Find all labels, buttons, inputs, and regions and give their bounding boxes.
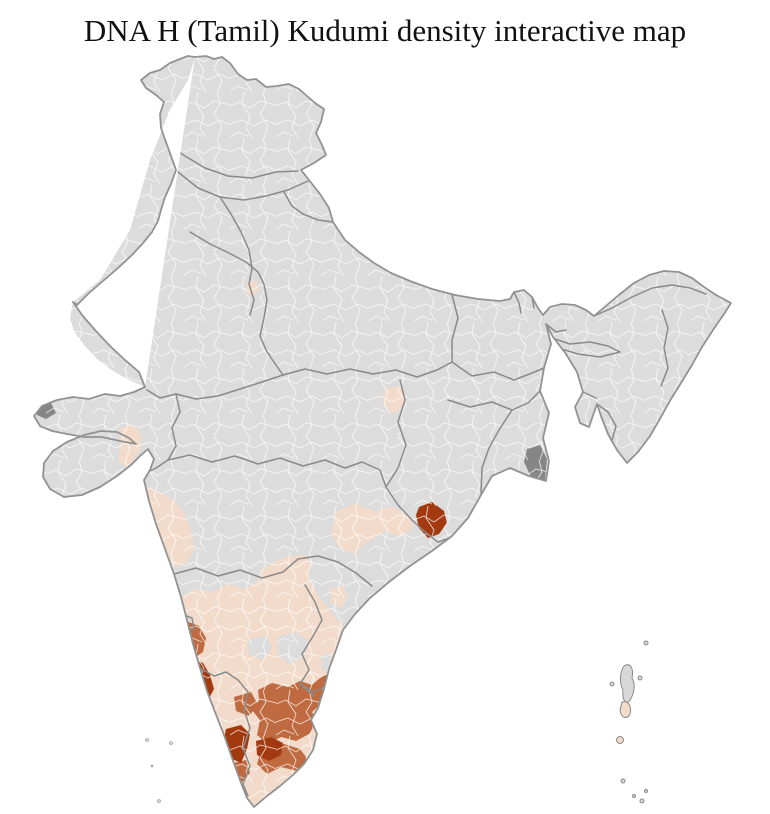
india-outline <box>33 55 732 808</box>
lakshadweep-islands[interactable] <box>145 738 173 803</box>
state-borders <box>146 142 707 797</box>
district-borders-texture <box>34 56 731 807</box>
page-title: DNA H (Tamil) Kudumi density interactive… <box>83 13 687 48</box>
andaman-nicobar-islands[interactable] <box>609 640 649 804</box>
